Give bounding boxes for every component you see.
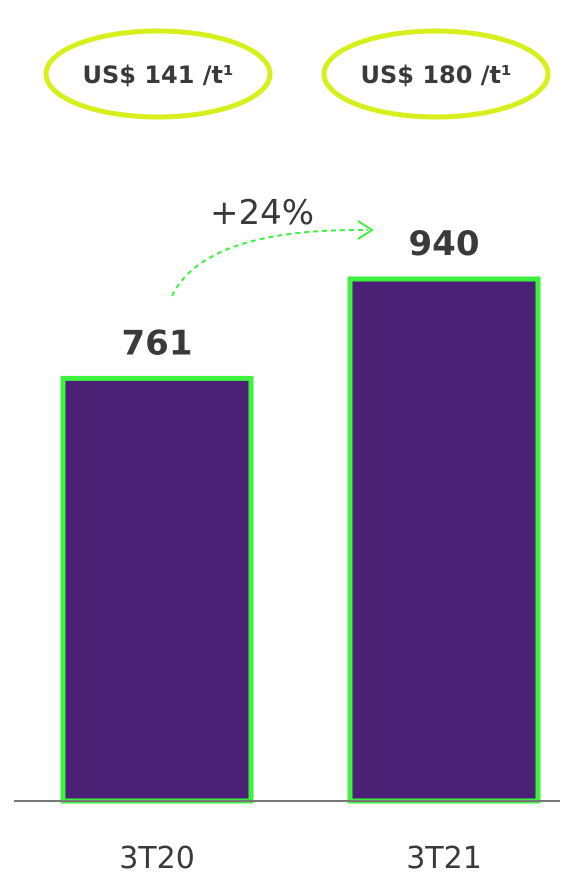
x-tick-3T20: 3T20 xyxy=(119,841,195,872)
growth-arrow xyxy=(171,228,369,297)
price-badge-1 xyxy=(321,28,551,120)
growth-label: +24% xyxy=(210,193,314,233)
growth-arrowhead xyxy=(357,220,374,240)
price-badges: US$ 141 /t¹ US$ 180 /t¹ xyxy=(43,28,551,120)
x-tick-3T21: 3T21 xyxy=(406,841,482,872)
price-badge-label-1: US$ 180 /t¹ xyxy=(360,61,511,89)
bars: 761 3T20 940 3T21 xyxy=(60,224,541,872)
growth-annotation: +24% xyxy=(171,193,374,297)
data-label-3T20: 761 xyxy=(122,323,193,363)
bar-3T20 xyxy=(60,375,254,804)
bar-3T21 xyxy=(347,276,541,804)
price-badge-label-0: US$ 141 /t¹ xyxy=(82,61,233,89)
price-badge-0 xyxy=(43,28,273,120)
data-label-3T21: 940 xyxy=(409,224,480,264)
